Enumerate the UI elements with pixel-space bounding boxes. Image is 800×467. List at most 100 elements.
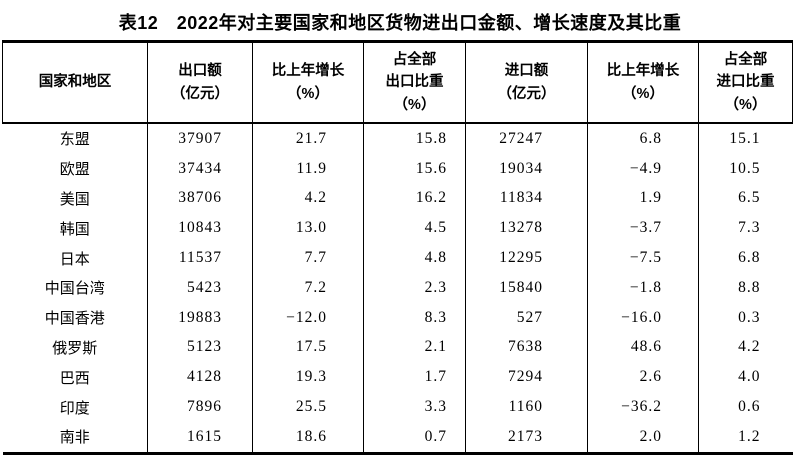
value-cell: 0.3 bbox=[738, 308, 761, 326]
value-cell: 1160 bbox=[465, 392, 588, 422]
column-header-import_share: 占全部 进口比重 （%） bbox=[698, 41, 793, 124]
region-cell: 日本 bbox=[2, 243, 148, 273]
value-cell: 6.8 bbox=[587, 123, 699, 154]
region-cell: 俄罗斯 bbox=[2, 332, 148, 363]
value-cell: 18.6 bbox=[252, 421, 364, 454]
value-cell: 3.3 bbox=[363, 392, 466, 422]
value-cell: 4.2 bbox=[738, 338, 761, 356]
value-cell: 12295 bbox=[465, 243, 588, 273]
value-cell: −36.2 bbox=[587, 392, 699, 422]
value-cell: 2173 bbox=[465, 421, 588, 454]
value-cell: 1.2 bbox=[738, 427, 761, 445]
value-cell: 15.1 bbox=[729, 129, 761, 147]
region-cell: 美国 bbox=[2, 183, 148, 214]
value-cell: 8.3 bbox=[363, 302, 466, 333]
value-cell: 11.9 bbox=[252, 153, 364, 184]
value-cell: 19034 bbox=[465, 153, 588, 184]
value-cell: 16.2 bbox=[363, 183, 466, 214]
value-cell: 4.2 bbox=[252, 183, 364, 214]
column-header-import_growth: 比上年增长 （%） bbox=[587, 41, 699, 124]
value-cell: 5423 bbox=[147, 272, 253, 303]
value-cell: 38706 bbox=[147, 183, 253, 214]
region-cell: 南非 bbox=[2, 421, 148, 454]
value-cell: 4.5 bbox=[363, 213, 466, 244]
value-cell: 4.8 bbox=[363, 243, 466, 273]
value-cell: −1.8 bbox=[587, 272, 699, 303]
table-header: 国家和地区 出口额 （亿元） 比上年增长 （%） 占全部 出口比重 （%） 进口额 （亿元） 比上年… bbox=[2, 41, 793, 124]
value-cell: 7294 bbox=[465, 362, 588, 393]
value-cell: 2.1 bbox=[363, 332, 466, 363]
table-row: 欧盟 37434 11.9 15.6 19034 −4.9 10.5 bbox=[2, 153, 793, 184]
value-cell: 5123 bbox=[147, 332, 253, 363]
value-cell: 2.6 bbox=[587, 362, 699, 393]
table-row: 日本 11537 7.7 4.8 12295 −7.5 6.8 bbox=[2, 243, 793, 273]
value-cell: 10843 bbox=[147, 213, 253, 244]
table-row: 巴西 4128 19.3 1.7 7294 2.6 4.0 bbox=[2, 362, 793, 393]
table-row: 中国香港 19883 −12.0 8.3 527 −16.0 0.3 bbox=[2, 302, 793, 333]
column-header-export_share: 占全部 出口比重 （%） bbox=[363, 41, 466, 124]
region-cell: 韩国 bbox=[2, 213, 148, 244]
value-cell: 6.8 bbox=[738, 249, 761, 267]
value-cell: −7.5 bbox=[587, 243, 699, 273]
value-cell: 0.6 bbox=[738, 398, 761, 416]
value-cell: 1.9 bbox=[587, 183, 699, 214]
value-cell: 7896 bbox=[147, 392, 253, 422]
value-cell: 0.7 bbox=[363, 421, 466, 454]
value-cell: 15.8 bbox=[363, 123, 466, 154]
value-cell: 7.3 bbox=[738, 219, 761, 237]
region-cell: 巴西 bbox=[2, 362, 148, 393]
column-header-export_value: 出口额 （亿元） bbox=[147, 41, 253, 124]
table-row: 中国台湾 5423 7.2 2.3 15840 −1.8 8.8 bbox=[2, 272, 793, 303]
value-cell: 11834 bbox=[465, 183, 588, 214]
value-cell: 48.6 bbox=[587, 332, 699, 363]
value-cell: 17.5 bbox=[252, 332, 364, 363]
value-cell: 4128 bbox=[147, 362, 253, 393]
value-cell: 11537 bbox=[147, 243, 253, 273]
value-cell: −12.0 bbox=[252, 302, 364, 333]
table-row: 南非 1615 18.6 0.7 2173 2.0 1.2 bbox=[2, 421, 793, 454]
region-cell: 中国台湾 bbox=[2, 272, 148, 303]
table-row: 东盟 37907 21.7 15.8 27247 6.8 15.1 bbox=[2, 123, 793, 154]
table-row: 俄罗斯 5123 17.5 2.1 7638 48.6 4.2 bbox=[2, 332, 793, 363]
value-cell: 27247 bbox=[465, 123, 588, 154]
value-cell: 10.5 bbox=[729, 159, 761, 177]
value-cell: 1615 bbox=[147, 421, 253, 454]
column-header-region: 国家和地区 bbox=[2, 41, 148, 124]
value-cell: 2.3 bbox=[363, 272, 466, 303]
value-cell: 13.0 bbox=[252, 213, 364, 244]
value-cell: 8.8 bbox=[738, 278, 761, 296]
value-cell: 4.0 bbox=[738, 368, 761, 386]
value-cell: 15840 bbox=[465, 272, 588, 303]
table-row: 美国 38706 4.2 16.2 11834 1.9 6.5 bbox=[2, 183, 793, 214]
region-cell: 中国香港 bbox=[2, 302, 148, 333]
value-cell: 37907 bbox=[147, 123, 253, 154]
value-cell: 7638 bbox=[465, 332, 588, 363]
region-cell: 欧盟 bbox=[2, 153, 148, 184]
trade-table: 国家和地区 出口额 （亿元） 比上年增长 （%） 占全部 出口比重 （%） 进口额 （亿元） 比上年… bbox=[2, 40, 793, 455]
value-cell: 2.0 bbox=[587, 421, 699, 454]
value-cell: 7.7 bbox=[252, 243, 364, 273]
value-cell: 37434 bbox=[147, 153, 253, 184]
value-cell: 1.7 bbox=[363, 362, 466, 393]
value-cell: −4.9 bbox=[587, 153, 699, 184]
column-header-import_value: 进口额 （亿元） bbox=[465, 41, 588, 124]
value-cell: 6.5 bbox=[738, 189, 761, 207]
table-title: 表12 2022年对主要国家和地区货物进出口金额、增长速度及其比重 bbox=[118, 13, 682, 33]
header-row: 国家和地区 出口额 （亿元） 比上年增长 （%） 占全部 出口比重 （%） 进口额 （亿元） 比上年… bbox=[2, 41, 793, 124]
value-cell: 19883 bbox=[147, 302, 253, 333]
column-header-export_growth: 比上年增长 （%） bbox=[252, 41, 364, 124]
value-cell: 25.5 bbox=[252, 392, 364, 422]
value-cell: −3.7 bbox=[587, 213, 699, 244]
value-cell: 15.6 bbox=[363, 153, 466, 184]
region-cell: 印度 bbox=[2, 392, 148, 422]
value-cell: −16.0 bbox=[587, 302, 699, 333]
value-cell: 19.3 bbox=[252, 362, 364, 393]
value-cell: 527 bbox=[465, 302, 588, 333]
table-row: 韩国 10843 13.0 4.5 13278 −3.7 7.3 bbox=[2, 213, 793, 244]
region-cell: 东盟 bbox=[2, 123, 148, 154]
table-row: 印度 7896 25.5 3.3 1160 −36.2 0.6 bbox=[2, 392, 793, 422]
value-cell: 21.7 bbox=[252, 123, 364, 154]
value-cell: 7.2 bbox=[252, 272, 364, 303]
value-cell: 13278 bbox=[465, 213, 588, 244]
